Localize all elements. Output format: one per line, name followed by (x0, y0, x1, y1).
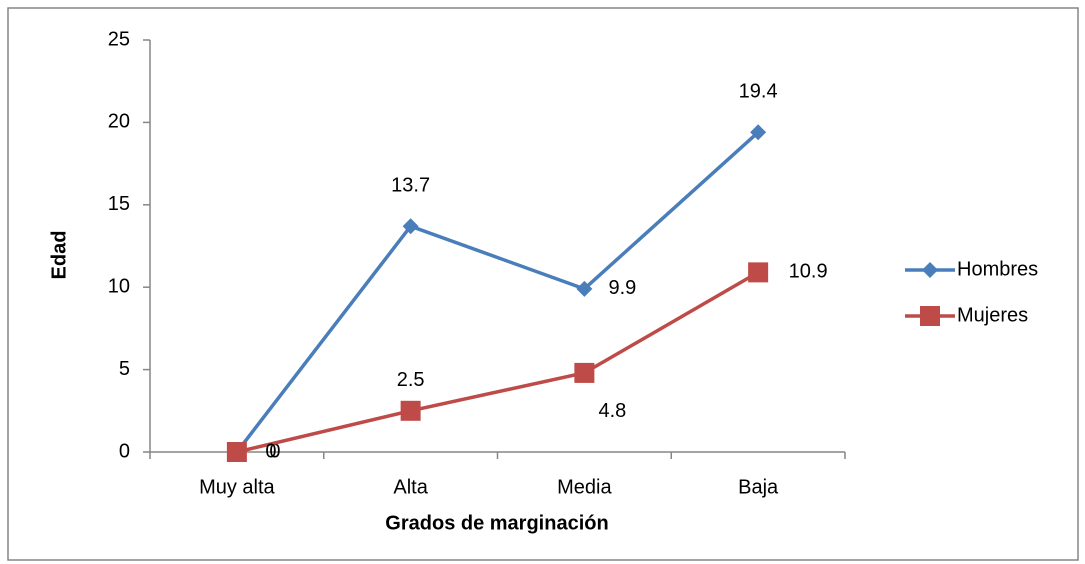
marker (574, 362, 595, 383)
y-tick-label: 0 (119, 440, 130, 462)
marker (750, 124, 767, 141)
y-tick-label: 10 (108, 275, 130, 297)
data-label: 4.8 (598, 400, 626, 422)
series-line (236, 270, 760, 454)
marker (920, 306, 940, 326)
y-tick-label: 5 (119, 358, 130, 380)
data-label: 0 (265, 440, 276, 462)
marker (400, 400, 421, 421)
x-axis-title: Grados de marginación (385, 512, 608, 534)
chart-border (7, 7, 1079, 561)
legend-label: Hombres (957, 258, 1038, 280)
marker (576, 280, 593, 297)
y-axis-title: Edad (48, 231, 70, 280)
data-label: 9.9 (608, 277, 636, 299)
y-tick-label: 25 (108, 28, 130, 50)
data-label: 19.4 (739, 81, 778, 103)
marker (922, 262, 938, 278)
marker (402, 218, 419, 235)
x-tick-label: Muy alta (199, 476, 275, 498)
y-tick-label: 15 (108, 193, 130, 215)
y-tick-label: 20 (108, 111, 130, 133)
marker (226, 442, 247, 462)
data-label: 13.7 (391, 175, 430, 197)
data-label: 10.9 (789, 261, 828, 283)
x-tick-label: Media (557, 476, 612, 498)
series-line (235, 130, 760, 454)
marker (748, 262, 769, 283)
x-tick-label: Baja (738, 476, 779, 498)
legend-label: Mujeres (957, 304, 1028, 326)
data-label: 0 (269, 440, 280, 462)
x-tick-label: Alta (393, 476, 428, 498)
data-label: 2.5 (397, 369, 425, 391)
